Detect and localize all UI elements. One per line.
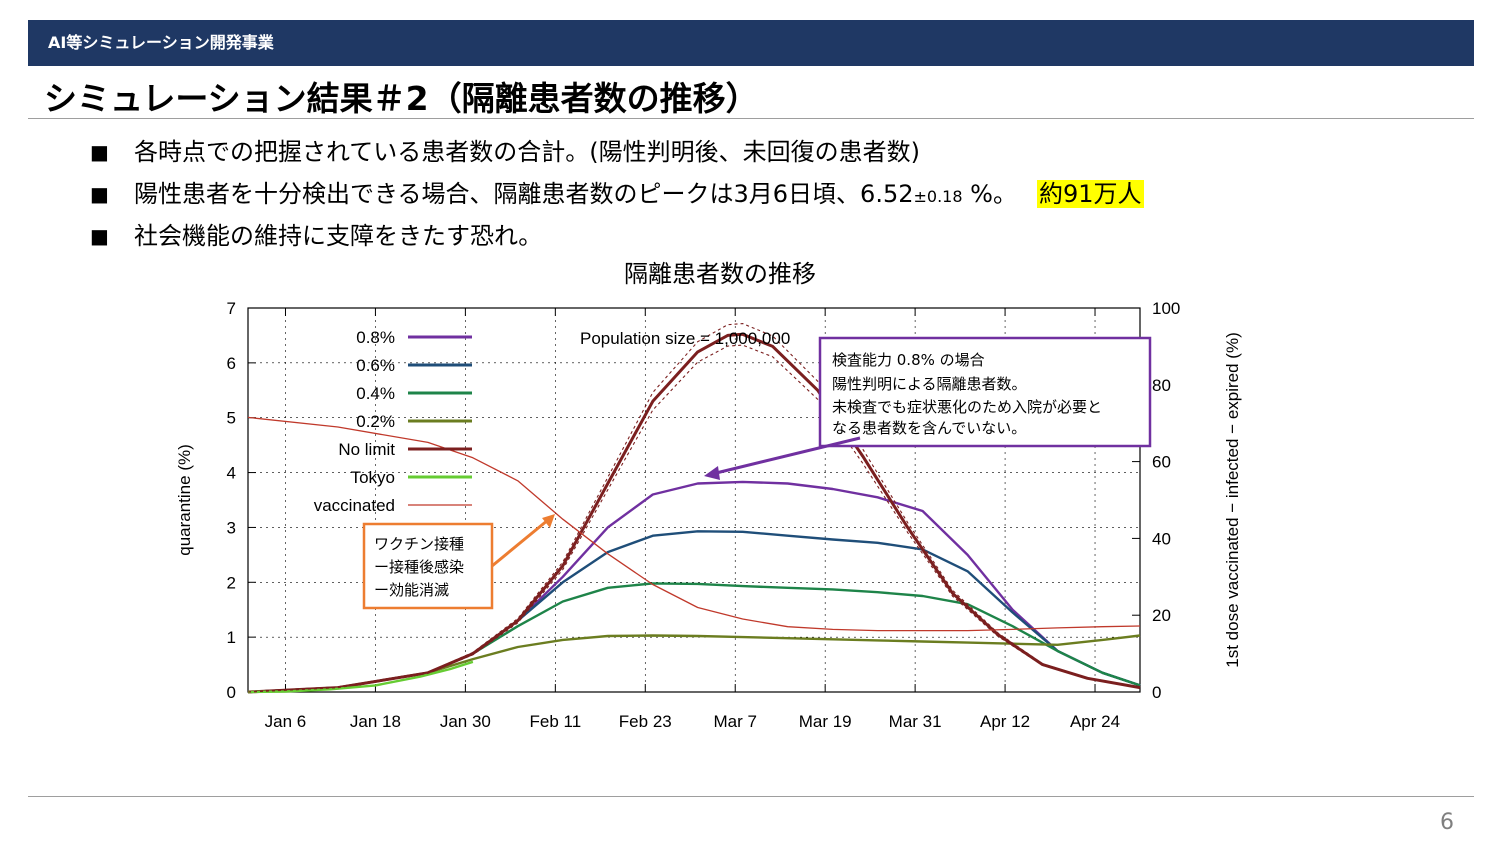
highlight-badge: 約91万人 — [1036, 180, 1144, 208]
bullet-mark: ■ — [90, 224, 109, 248]
y-tick-label: 5 — [227, 409, 236, 428]
footer-divider — [28, 796, 1474, 797]
population-annotation: Population size = 1,000,000 — [580, 329, 790, 348]
chart-title: 隔離患者数の推移 — [624, 260, 816, 288]
y2-axis-label: 1st dose vaccinated − infected − expired… — [1223, 332, 1242, 667]
slide-title: シミュレーション結果＃2（隔離患者数の推移） — [44, 79, 759, 118]
x-tick-label: Jan 6 — [265, 712, 307, 731]
legend-label: 0.2% — [356, 412, 395, 431]
x-tick-label: Apr 24 — [1070, 712, 1120, 731]
y2-tick-label: 20 — [1152, 606, 1171, 625]
bullet-text-unit: %。 — [962, 180, 1017, 208]
annotation-arrow-vaccine — [491, 518, 549, 568]
bullet-text: 陽性患者を十分検出できる場合、隔離患者数のピークは3月6日頃、6.52±0.18… — [134, 178, 1144, 213]
y-tick-label: 3 — [227, 518, 236, 537]
y2-tick-label: 100 — [1152, 299, 1180, 318]
bullet-mark: ■ — [90, 182, 109, 206]
x-tick-label: Mar 19 — [799, 712, 852, 731]
x-tick-label: Jan 30 — [440, 712, 491, 731]
quarantine-chart: Jan 6 Jan 18 Jan 30 Feb 11 Feb 23 Mar 7 Mar 19… — [175, 299, 1242, 731]
series-lines — [247, 323, 1141, 694]
annotation-line: ワクチン接種 — [374, 535, 464, 553]
annotation-line: なる患者数を含んでいない。 — [832, 419, 1026, 437]
x-tick-label: Jan 18 — [350, 712, 401, 731]
series-band-no-limit — [247, 323, 1141, 693]
annotation-box-capacity: 検査能力 0.8% の場合 陽性判明による隔離患者数。 未検査でも症状悪化のため… — [704, 336, 1152, 480]
axis-ticks: Jan 6 Jan 18 Jan 30 Feb 11 Feb 23 Mar 7 Mar 19… — [227, 299, 1181, 731]
x-tick-label: Feb 23 — [619, 712, 672, 731]
x-tick-label: Mar 31 — [889, 712, 942, 731]
header-bar: AI等シミュレーション開発事業 — [28, 20, 1474, 66]
x-tick-label: Mar 7 — [713, 712, 756, 731]
bullet-text-error: ±0.18 — [913, 187, 963, 206]
page-number: 6 — [1440, 810, 1454, 835]
bullet-mark: ■ — [90, 140, 109, 164]
series-line-vaccinated — [247, 416, 1141, 632]
y-tick-label: 6 — [227, 354, 236, 373]
bullet-text-main: 陽性患者を十分検出できる場合、隔離患者数のピークは3月6日頃、6.52 — [134, 180, 914, 208]
series-line-tokyo — [247, 660, 474, 694]
y2-tick-label: 80 — [1152, 376, 1171, 395]
annotation-line: ー効能消滅 — [374, 581, 449, 599]
section-title: AI等シミュレーション開発事業 — [48, 33, 274, 52]
y2-tick-label: 60 — [1152, 453, 1171, 472]
x-tick-label: Feb 11 — [529, 712, 581, 731]
legend-label: No limit — [338, 440, 395, 459]
arrow-head-icon — [542, 514, 555, 528]
y-tick-label: 2 — [227, 573, 236, 592]
legend-label: 0.8% — [356, 328, 395, 347]
y2-tick-label: 0 — [1152, 683, 1161, 702]
legend-label: Tokyo — [351, 468, 395, 487]
y-tick-label: 4 — [227, 464, 236, 483]
annotation-line: 検査能力 0.8% の場合 — [832, 351, 985, 369]
annotation-box-vaccine: ワクチン接種 ー接種後感染 ー効能消滅 — [362, 514, 555, 610]
legend: 0.8% 0.6% 0.4% 0.2% No limit Tokyo vaccinated — [314, 328, 472, 515]
annotation-line: 陽性判明による隔離患者数。 — [832, 375, 1027, 393]
annotation-line: ー接種後感染 — [374, 558, 464, 576]
legend-label: 0.6% — [356, 356, 395, 375]
x-tick-label: Apr 12 — [980, 712, 1030, 731]
y-tick-label: 1 — [227, 628, 236, 647]
title-divider — [28, 118, 1474, 119]
arrow-head-icon — [704, 466, 720, 480]
bullet-text: 社会機能の維持に支障をきたす恐れ。 — [134, 222, 543, 250]
legend-label: 0.4% — [356, 384, 395, 403]
y2-tick-label: 40 — [1152, 529, 1171, 548]
series-line-no-limit — [247, 332, 1141, 694]
y-tick-label: 7 — [227, 299, 236, 318]
plot-frame — [247, 307, 1141, 693]
annotation-arrow-capacity — [711, 436, 861, 476]
y-axis-label: quarantine (%) — [175, 444, 194, 556]
y-tick-label: 0 — [227, 683, 236, 702]
annotation-box-frame — [818, 336, 1152, 448]
legend-label: vaccinated — [314, 496, 395, 515]
annotation-line: 未検査でも症状悪化のため入院が必要と — [832, 398, 1102, 416]
bullet-text: 各時点での把握されている患者数の合計。(陽性判明後、未回復の患者数) — [134, 138, 921, 166]
